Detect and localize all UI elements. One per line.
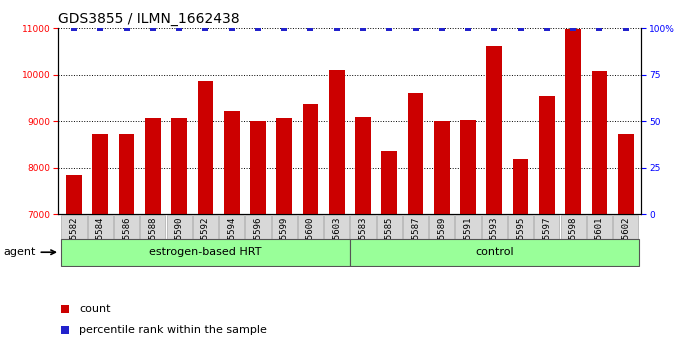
Bar [429, 215, 454, 266]
Text: GSM535595: GSM535595 [516, 217, 525, 265]
Text: GSM535599: GSM535599 [280, 217, 289, 265]
Bar [246, 215, 270, 266]
Text: GSM535587: GSM535587 [411, 217, 420, 265]
Text: GSM535603: GSM535603 [332, 217, 341, 265]
Text: GSM535586: GSM535586 [122, 217, 131, 265]
Bar [587, 215, 612, 266]
Bar [512, 159, 528, 214]
Bar [114, 215, 139, 266]
Point [515, 25, 526, 31]
Bar [407, 93, 423, 214]
Bar [350, 239, 639, 266]
Bar [172, 118, 187, 214]
Bar [329, 70, 344, 214]
Point [95, 25, 106, 31]
Bar [355, 116, 371, 214]
Bar [613, 215, 638, 266]
Bar [272, 215, 297, 266]
Bar [119, 134, 134, 214]
Bar [140, 215, 165, 266]
Bar [219, 215, 244, 266]
Bar [167, 215, 192, 266]
Bar [377, 215, 402, 266]
Bar [93, 134, 108, 214]
Bar [434, 121, 449, 214]
Bar [403, 215, 428, 266]
Bar [250, 121, 265, 214]
Text: GSM535597: GSM535597 [543, 217, 552, 265]
Bar [88, 215, 113, 266]
Point [226, 25, 237, 31]
Text: GSM535600: GSM535600 [306, 217, 315, 265]
Text: GSM535591: GSM535591 [464, 217, 473, 265]
Point [305, 25, 316, 31]
Text: GSM535589: GSM535589 [437, 217, 447, 265]
Point [69, 25, 80, 31]
Bar [224, 110, 239, 214]
Point [541, 25, 552, 31]
Bar [61, 239, 350, 266]
Point [594, 25, 605, 31]
Point [200, 25, 211, 31]
Bar [565, 29, 581, 214]
Text: count: count [79, 304, 110, 314]
Text: GSM535582: GSM535582 [69, 217, 79, 265]
Text: GSM535592: GSM535592 [201, 217, 210, 265]
Text: GSM535584: GSM535584 [96, 217, 105, 265]
Text: GSM535585: GSM535585 [385, 217, 394, 265]
Text: agent: agent [3, 247, 56, 257]
Text: estrogen-based HRT: estrogen-based HRT [149, 247, 261, 257]
Bar [66, 175, 82, 214]
Point [383, 25, 394, 31]
Bar [508, 215, 533, 266]
Bar [618, 134, 634, 214]
Point [436, 25, 447, 31]
Point [147, 25, 158, 31]
Text: control: control [475, 247, 514, 257]
Point [567, 25, 578, 31]
Bar [351, 215, 376, 266]
Bar [560, 215, 586, 266]
Point [620, 25, 631, 31]
Bar [534, 215, 560, 266]
Bar [276, 119, 292, 214]
Bar [62, 215, 86, 266]
Bar [381, 152, 397, 214]
Text: percentile rank within the sample: percentile rank within the sample [79, 325, 267, 336]
Text: GSM535593: GSM535593 [490, 217, 499, 265]
Bar [539, 96, 555, 214]
Bar [591, 70, 607, 214]
Point [121, 25, 132, 31]
Text: GSM535596: GSM535596 [253, 217, 263, 265]
Bar [198, 81, 213, 214]
Bar [303, 104, 318, 214]
Bar [486, 46, 502, 214]
Text: GSM535588: GSM535588 [148, 217, 157, 265]
Bar [193, 215, 218, 266]
Point [357, 25, 368, 31]
Bar [456, 215, 481, 266]
Text: GSM535598: GSM535598 [569, 217, 578, 265]
Bar [298, 215, 323, 266]
Point [489, 25, 500, 31]
Text: GSM535601: GSM535601 [595, 217, 604, 265]
Point [462, 25, 473, 31]
Point [410, 25, 421, 31]
Point [279, 25, 289, 31]
Text: GSM535602: GSM535602 [621, 217, 630, 265]
Text: GDS3855 / ILMN_1662438: GDS3855 / ILMN_1662438 [58, 12, 240, 26]
Bar [145, 118, 161, 214]
Point [331, 25, 342, 31]
Text: GSM535583: GSM535583 [359, 217, 368, 265]
Point [252, 25, 263, 31]
Point [287, 231, 298, 236]
Text: GSM535590: GSM535590 [175, 217, 184, 265]
Bar [324, 215, 349, 266]
Point [287, 38, 298, 44]
Point [174, 25, 185, 31]
Bar [482, 215, 507, 266]
Bar [460, 120, 476, 214]
Text: GSM535594: GSM535594 [227, 217, 236, 265]
